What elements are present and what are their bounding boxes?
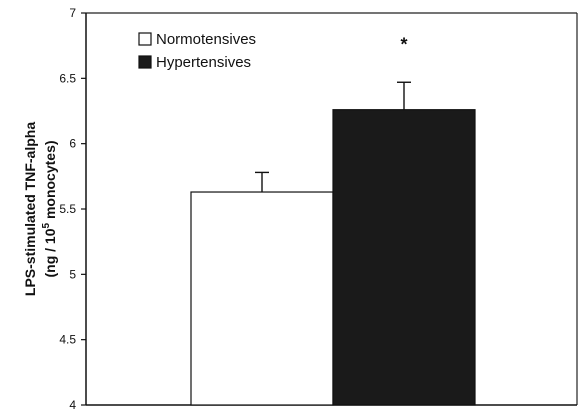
legend: Normotensives Hypertensives xyxy=(138,31,256,71)
legend-swatch-normotensives xyxy=(138,32,152,46)
bar-normotensives xyxy=(190,191,334,406)
bars: * xyxy=(190,34,476,406)
y-tick-label: 5 xyxy=(69,267,76,281)
y-axis-label-unit-post: monocytes) xyxy=(42,140,58,222)
y-axis-label-line1: LPS-stimulated TNF-alpha xyxy=(22,122,38,296)
y-axis-label-unit-exponent: 5 xyxy=(41,223,52,229)
y-tick-label: 7 xyxy=(69,6,76,20)
y-tick-label: 4 xyxy=(69,398,76,411)
y-axis-label-line2: (ng / 105 monocytes) xyxy=(41,140,58,277)
y-tick-label: 6.5 xyxy=(59,71,76,85)
y-tick-label: 5.5 xyxy=(59,202,76,216)
significance-marker: * xyxy=(400,34,407,54)
y-axis-ticks: 4 4.5 5 5.5 6 6.5 7 xyxy=(59,6,86,411)
y-axis-label-unit-pre: (ng / 10 xyxy=(42,228,58,277)
y-tick-label: 6 xyxy=(69,137,76,151)
bar-hypertensives xyxy=(332,109,476,406)
legend-swatch-hypertensives xyxy=(138,55,152,69)
legend-label-hypertensives: Hypertensives xyxy=(156,54,251,71)
legend-label-normotensives: Normotensives xyxy=(156,31,256,48)
y-tick-label: 4.5 xyxy=(59,333,76,347)
